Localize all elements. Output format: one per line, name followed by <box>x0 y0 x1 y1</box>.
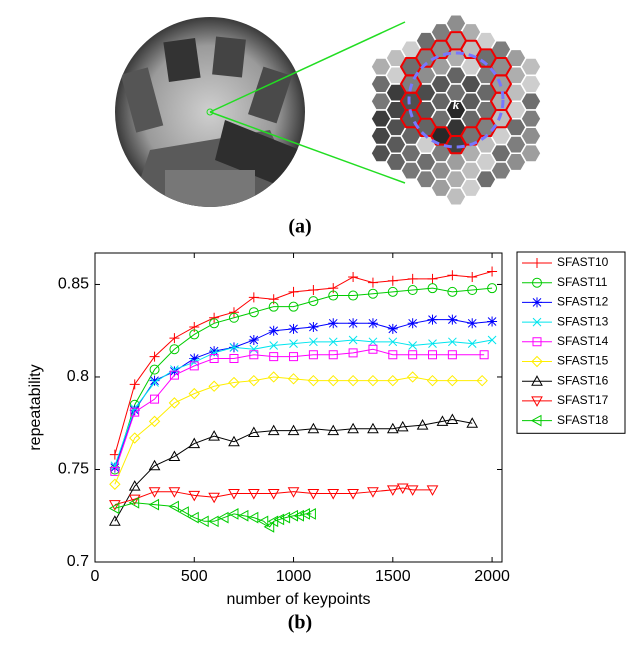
marker <box>368 318 378 328</box>
marker <box>348 318 358 328</box>
legend-marker <box>532 297 542 307</box>
figure: k (a) (b) 0 500 1000 1500 2000 0.7 0.75 0.8 0.85… <box>0 0 638 643</box>
x-axis-label: number of keypoints <box>226 591 370 608</box>
marker <box>289 324 299 334</box>
legend-label: SFAST12 <box>557 295 609 309</box>
marker <box>487 316 497 326</box>
hex-cell <box>521 110 541 127</box>
marker <box>308 322 318 332</box>
hex-cell <box>521 145 541 162</box>
hex-cell <box>521 75 541 92</box>
y-tick-label: 0.8 <box>67 368 89 385</box>
hex-cell <box>521 93 541 110</box>
panel-label: (a) <box>288 216 311 238</box>
legend-label: SFAST10 <box>557 255 609 269</box>
center-label: k <box>453 97 460 112</box>
x-tick-label: 2000 <box>474 568 510 585</box>
y-tick-label: 0.85 <box>58 276 89 293</box>
legend-label: SFAST11 <box>557 275 608 289</box>
x-tick-label: 1000 <box>276 568 312 585</box>
x-tick-label: 0 <box>91 568 100 585</box>
panel-label: (b) <box>288 612 312 634</box>
legend-label: SFAST13 <box>557 314 609 328</box>
y-tick-label: 0.7 <box>67 553 89 570</box>
chart: 0 500 1000 1500 2000 0.7 0.75 0.8 0.85 number of … <box>27 252 625 608</box>
legend-label: SFAST15 <box>557 354 609 368</box>
fisheye-image <box>115 17 305 210</box>
marker <box>388 324 398 334</box>
hex-cell <box>521 127 541 144</box>
marker <box>467 318 477 328</box>
marker <box>249 335 259 345</box>
y-axis-label: repeatability <box>27 364 44 450</box>
legend-label: SFAST14 <box>557 334 609 348</box>
y-tick-label: 0.75 <box>58 461 89 478</box>
marker <box>328 318 338 328</box>
x-tick-label: 1500 <box>375 568 411 585</box>
marker <box>447 315 457 325</box>
x-tick-label: 500 <box>181 568 208 585</box>
legend-label: SFAST16 <box>557 373 609 387</box>
marker <box>428 315 438 325</box>
legend-label: SFAST17 <box>557 393 609 407</box>
legend-label: SFAST18 <box>557 413 609 427</box>
marker <box>408 318 418 328</box>
hex-cell <box>521 58 541 75</box>
marker <box>269 326 279 336</box>
